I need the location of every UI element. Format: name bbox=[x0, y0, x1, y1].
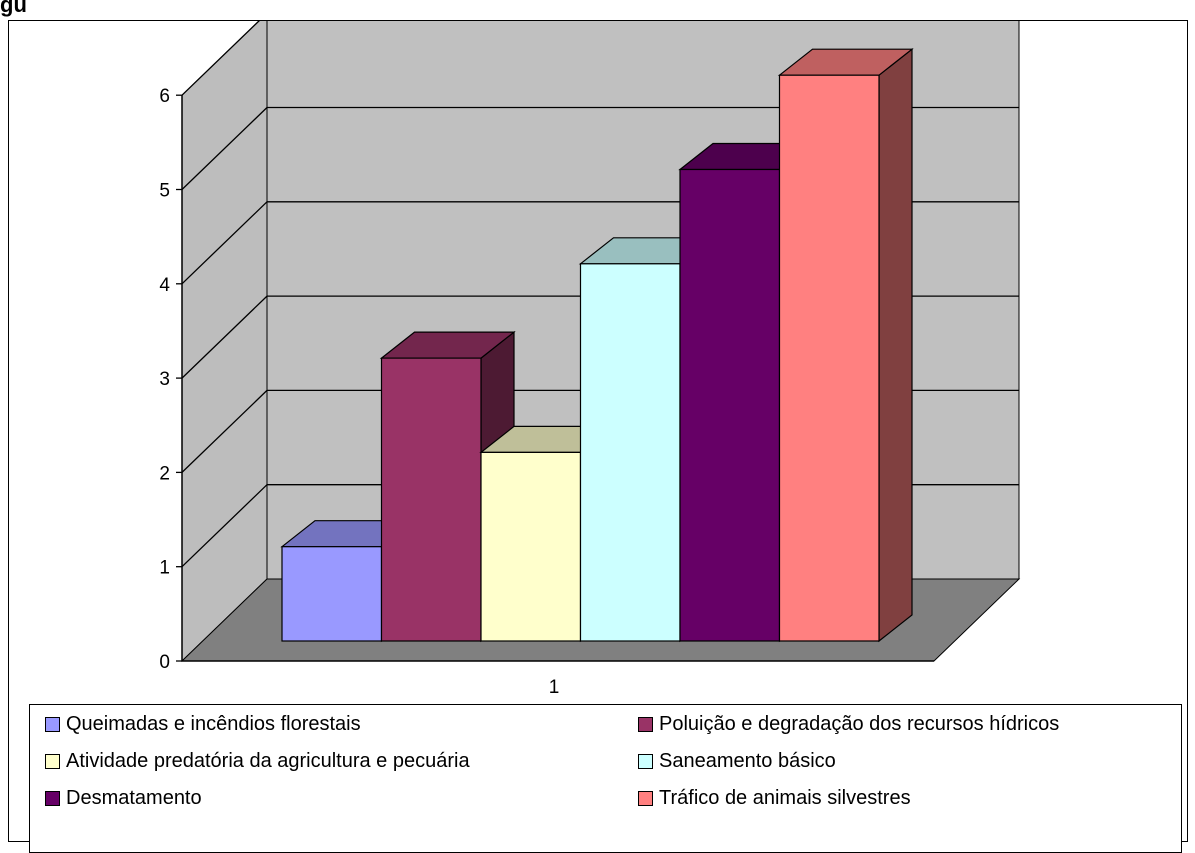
chart-plot: 0 1 2 3 4 5 6 1 bbox=[159, 21, 1021, 698]
y-tick-label: 4 bbox=[159, 275, 170, 296]
bar bbox=[778, 74, 880, 642]
gridline-side bbox=[181, 484, 268, 568]
legend-swatch bbox=[45, 753, 60, 769]
chart-side-wall bbox=[181, 21, 268, 663]
bar bbox=[679, 168, 781, 642]
bar bbox=[281, 546, 383, 642]
legend-item: Desmatamento bbox=[45, 783, 202, 813]
legend-swatch bbox=[45, 790, 60, 806]
gridline-side bbox=[181, 107, 268, 190]
bar bbox=[480, 451, 582, 642]
y-tick-label: 3 bbox=[159, 369, 170, 390]
legend-swatch bbox=[638, 790, 653, 806]
legend-item: Queimadas e incêndios florestais bbox=[45, 709, 361, 739]
bar bbox=[380, 357, 482, 642]
legend-label: Queimadas e incêndios florestais bbox=[66, 712, 361, 735]
chart-legend: Queimadas e incêndios florestais Poluição… bbox=[29, 704, 1182, 853]
legend-item: Poluição e degradação dos recursos hídri… bbox=[638, 709, 1059, 739]
y-tick-label: 1 bbox=[159, 558, 170, 579]
legend-swatch bbox=[638, 716, 653, 732]
legend-item: Saneamento básico bbox=[638, 746, 836, 776]
legend-label: Atividade predatória da agricultura e pe… bbox=[66, 749, 470, 772]
y-tick-label: 6 bbox=[159, 86, 170, 107]
y-tick-label: 0 bbox=[159, 652, 170, 673]
gridline-side bbox=[181, 201, 268, 285]
bar-side bbox=[878, 47, 913, 643]
legend-label: Tráfico de animais silvestres bbox=[659, 786, 911, 809]
legend-label: Poluição e degradação dos recursos hídri… bbox=[659, 712, 1060, 735]
legend-swatch bbox=[638, 753, 653, 769]
gridline-side bbox=[181, 389, 268, 473]
legend-swatch bbox=[45, 716, 60, 732]
y-tick-label: 5 bbox=[159, 181, 170, 202]
legend-label: Saneamento básico bbox=[659, 749, 836, 772]
figure-caption-fragment: gu bbox=[0, 0, 27, 17]
legend-item: Tráfico de animais silvestres bbox=[638, 783, 911, 813]
bar bbox=[579, 263, 681, 642]
y-tick-label: 2 bbox=[159, 463, 170, 484]
chart-area: 0 1 2 3 4 5 6 1 Queimadas e incêndios florestai… bbox=[8, 20, 1188, 853]
x-tick-label: 1 bbox=[549, 677, 560, 698]
legend-item: Atividade predatória da agricultura e pe… bbox=[45, 746, 470, 776]
legend-label: Desmatamento bbox=[66, 786, 202, 809]
gridline-side bbox=[181, 21, 260, 96]
gridline-side bbox=[181, 295, 268, 379]
